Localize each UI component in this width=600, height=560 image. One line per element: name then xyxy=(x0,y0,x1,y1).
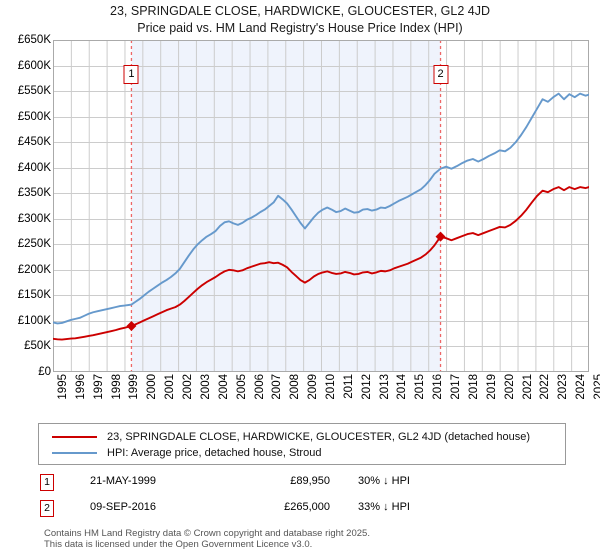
x-tick-label: 2003 xyxy=(199,374,212,400)
chart-marker-2: 2 xyxy=(433,65,449,84)
x-tick-label: 2001 xyxy=(164,374,177,400)
y-tick-label: £500K xyxy=(17,110,51,123)
y-tick-label: £200K xyxy=(17,263,51,276)
x-tick-label: 2002 xyxy=(182,374,195,400)
y-tick-label: £550K xyxy=(17,85,51,98)
y-tick-label: £300K xyxy=(17,212,51,225)
table-row: 1 21-MAY-1999 £89,950 30% ↓ HPI xyxy=(38,472,566,498)
transaction-date-2: 09-SEP-2016 xyxy=(90,501,157,513)
transaction-date-1: 21-MAY-1999 xyxy=(90,475,157,487)
x-tick-label: 2011 xyxy=(342,374,355,399)
y-tick-label: £50K xyxy=(24,340,51,353)
x-tick-label: 2000 xyxy=(146,374,159,400)
page-title: 23, SPRINGDALE CLOSE, HARDWICKE, GLOUCES… xyxy=(0,3,600,37)
y-tick-label: £350K xyxy=(17,187,51,200)
x-tick-label: 2020 xyxy=(503,374,516,400)
legend-swatch-price-paid xyxy=(52,436,97,438)
footer-line-1: Contains HM Land Registry data © Crown c… xyxy=(44,528,370,539)
chart-marker-1: 1 xyxy=(123,65,139,84)
attribution-footer: Contains HM Land Registry data © Crown c… xyxy=(44,528,564,550)
plot-frame xyxy=(53,40,589,372)
x-tick-label: 2022 xyxy=(539,374,552,400)
y-tick-label: £450K xyxy=(17,136,51,149)
x-tick-label: 2021 xyxy=(521,374,534,400)
footer-line-2: This data is licensed under the Open Gov… xyxy=(44,539,313,550)
y-tick-label: £0 xyxy=(38,366,51,378)
transaction-marker-1: 1 xyxy=(40,474,54,491)
x-tick-label: 2006 xyxy=(253,374,266,400)
y-tick-label: £600K xyxy=(17,59,51,72)
x-tick-label: 2013 xyxy=(378,374,391,400)
transaction-list: 1 21-MAY-1999 £89,950 30% ↓ HPI 2 09-SEP… xyxy=(38,472,566,524)
transaction-hpi-delta-1: 30% ↓ HPI xyxy=(358,475,410,487)
x-tick-label: 2004 xyxy=(217,374,230,400)
transaction-marker-2: 2 xyxy=(40,500,54,517)
title-line-2: Price paid vs. HM Land Registry's House … xyxy=(137,21,463,35)
x-tick-label: 2005 xyxy=(235,374,248,400)
y-tick-label: £650K xyxy=(17,34,51,46)
x-tick-label: 2016 xyxy=(432,374,445,400)
legend-item-hpi: HPI: Average price, detached house, Stro… xyxy=(47,445,557,461)
x-tick-label: 2009 xyxy=(307,374,320,400)
x-tick-label: 1998 xyxy=(110,374,123,400)
series-line-hpi xyxy=(53,92,589,325)
x-tick-label: 2023 xyxy=(557,374,570,400)
x-tick-label: 2025 xyxy=(593,374,600,400)
plot-svg xyxy=(53,40,589,372)
y-axis: £0 £50K £100K £150K £200K £250K £300K £350K £400… xyxy=(0,34,51,378)
legend-label-hpi: HPI: Average price, detached house, Stro… xyxy=(107,447,322,459)
title-line-1: 23, SPRINGDALE CLOSE, HARDWICKE, GLOUCES… xyxy=(110,4,490,18)
sale-point-marker xyxy=(435,231,446,242)
legend-label-price-paid: 23, SPRINGDALE CLOSE, HARDWICKE, GLOUCES… xyxy=(107,431,531,443)
transaction-price-1: £89,950 xyxy=(290,475,330,487)
legend-swatch-hpi xyxy=(52,452,97,454)
x-tick-label: 2018 xyxy=(467,374,480,400)
x-tick-label: 2014 xyxy=(396,374,409,400)
x-tick-label: 1996 xyxy=(74,374,87,400)
x-tick-label: 2012 xyxy=(360,374,373,400)
x-tick-label: 1995 xyxy=(57,374,69,400)
x-tick-label: 1997 xyxy=(92,374,105,400)
x-tick-label: 2007 xyxy=(271,374,284,400)
x-tick-label: 2019 xyxy=(485,374,498,400)
y-tick-label: £250K xyxy=(17,238,51,251)
x-tick-label: 1999 xyxy=(128,374,141,400)
y-tick-label: £150K xyxy=(17,289,51,302)
transaction-hpi-delta-2: 33% ↓ HPI xyxy=(358,501,410,513)
legend-item-price-paid: 23, SPRINGDALE CLOSE, HARDWICKE, GLOUCES… xyxy=(47,429,557,445)
x-tick-label: 2017 xyxy=(450,374,463,400)
chart-legend: 23, SPRINGDALE CLOSE, HARDWICKE, GLOUCES… xyxy=(38,423,566,465)
y-tick-label: £100K xyxy=(17,314,51,327)
x-tick-label: 2024 xyxy=(575,374,588,400)
x-tick-label: 2015 xyxy=(414,374,427,400)
x-tick-label: 2010 xyxy=(325,374,337,400)
x-axis: 1995 1996 1997 1998 1999 2000 2001 2002 2003 2004… xyxy=(53,374,600,414)
table-row: 2 09-SEP-2016 £265,000 33% ↓ HPI xyxy=(38,498,566,524)
x-tick-label: 2008 xyxy=(289,374,302,400)
y-tick-label: £400K xyxy=(17,161,51,174)
transaction-price-2: £265,000 xyxy=(284,501,330,513)
series-line-price-paid xyxy=(53,186,589,341)
